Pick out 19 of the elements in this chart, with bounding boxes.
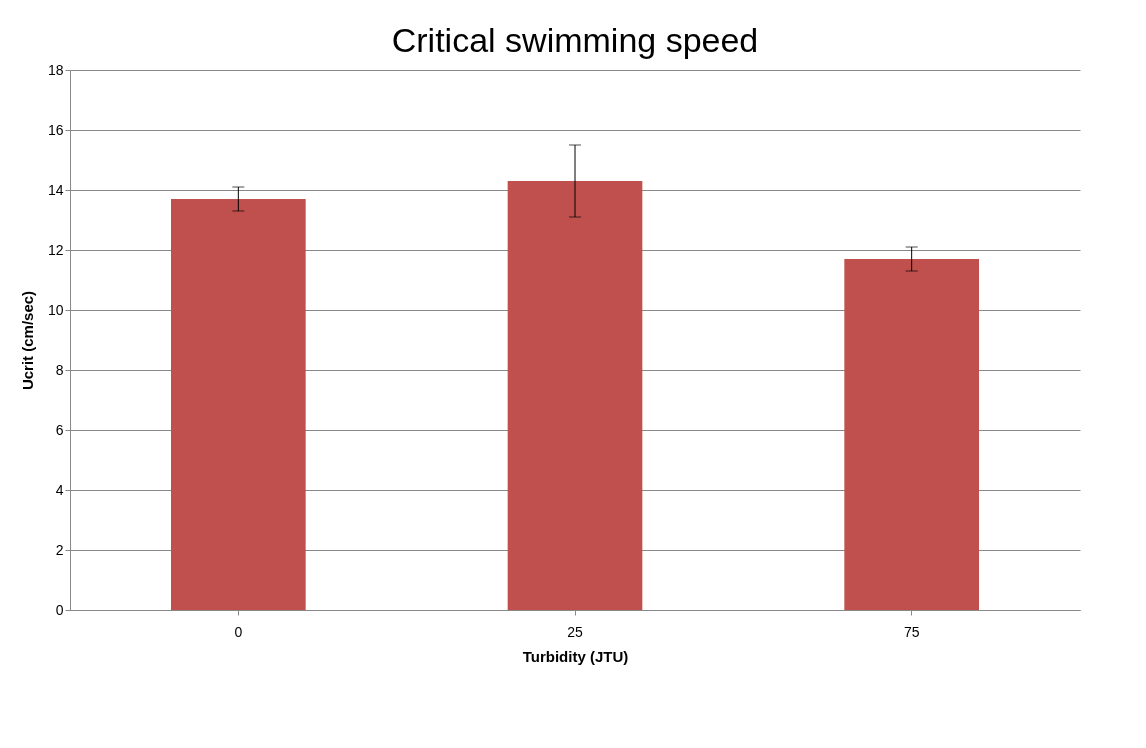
chart-title: Critical swimming speed <box>391 21 759 59</box>
x-tick-label: 75 <box>903 623 920 640</box>
y-tick-label: 8 <box>55 361 64 378</box>
y-axis-title: Ucrit (cm/sec) <box>18 290 36 391</box>
x-tick-label: 25 <box>567 623 583 640</box>
y-tick-label: 4 <box>55 481 64 498</box>
x-tick-label: 0 <box>234 623 243 640</box>
y-tick-label: 16 <box>47 121 64 138</box>
y-tick-label: 0 <box>55 601 64 618</box>
bar <box>507 181 643 610</box>
bar <box>844 259 979 610</box>
bar <box>171 199 306 610</box>
y-tick-label: 6 <box>55 421 64 438</box>
x-axis-title: Turbidity (JTU) <box>522 647 629 665</box>
y-tick-label: 2 <box>55 541 64 558</box>
y-tick-label: 14 <box>47 181 64 198</box>
y-tick-label: 12 <box>47 241 64 258</box>
y-tick-label: 18 <box>47 61 64 78</box>
y-tick-label: 10 <box>47 301 64 318</box>
